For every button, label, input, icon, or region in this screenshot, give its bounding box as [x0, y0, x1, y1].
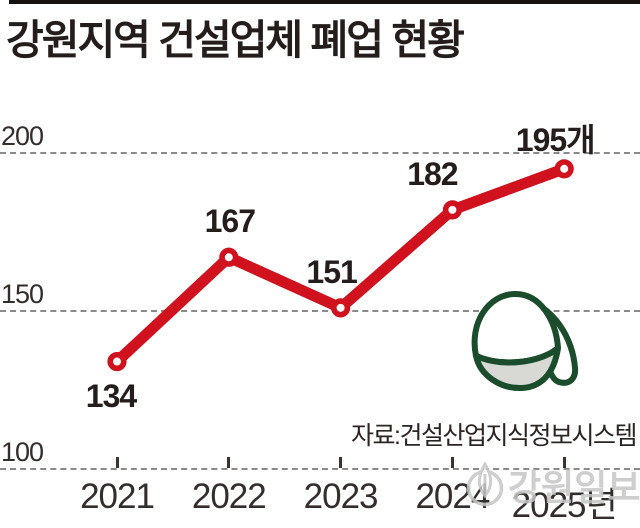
y-tick-label-100: 100 [1, 437, 44, 467]
gridline-200 [0, 152, 640, 154]
source-note: 자료:건설산업지식정보시스템 [351, 422, 637, 450]
value-label-2022: 167 [204, 203, 256, 240]
top-rule [9, 0, 640, 4]
data-point-2021 [107, 351, 127, 372]
x-tick-2022 [227, 457, 231, 468]
x-tick-label-2025년: 2025년 [511, 486, 618, 525]
y-tick-label-150: 150 [1, 279, 44, 309]
gridline-150 [0, 310, 640, 312]
value-label-2021: 134 [85, 377, 137, 414]
data-point-2022 [219, 247, 239, 267]
x-tick-2025년 [562, 457, 566, 468]
value-label-2024: 182 [407, 155, 458, 192]
x-tick-label-2021: 2021 [80, 477, 155, 516]
x-tick-label-2022: 2022 [191, 477, 267, 516]
data-point-2025년 [554, 159, 574, 179]
page-title: 강원지역 건설업체 폐업 현황 [6, 17, 465, 63]
line-chart [107, 159, 574, 372]
data-point-2023 [331, 298, 351, 318]
hard-hat-icon [471, 290, 579, 392]
x-tick-2024 [450, 457, 454, 468]
x-tick-2021 [115, 457, 119, 468]
data-point-2024 [442, 200, 463, 220]
gridline-100 [0, 468, 640, 470]
y-tick-label-200: 200 [1, 121, 44, 151]
value-label-2023: 151 [306, 253, 357, 290]
x-tick-2023 [339, 457, 343, 468]
x-tick-label-2023: 2023 [303, 477, 379, 516]
value-label-2025년: 195개 [515, 121, 596, 158]
